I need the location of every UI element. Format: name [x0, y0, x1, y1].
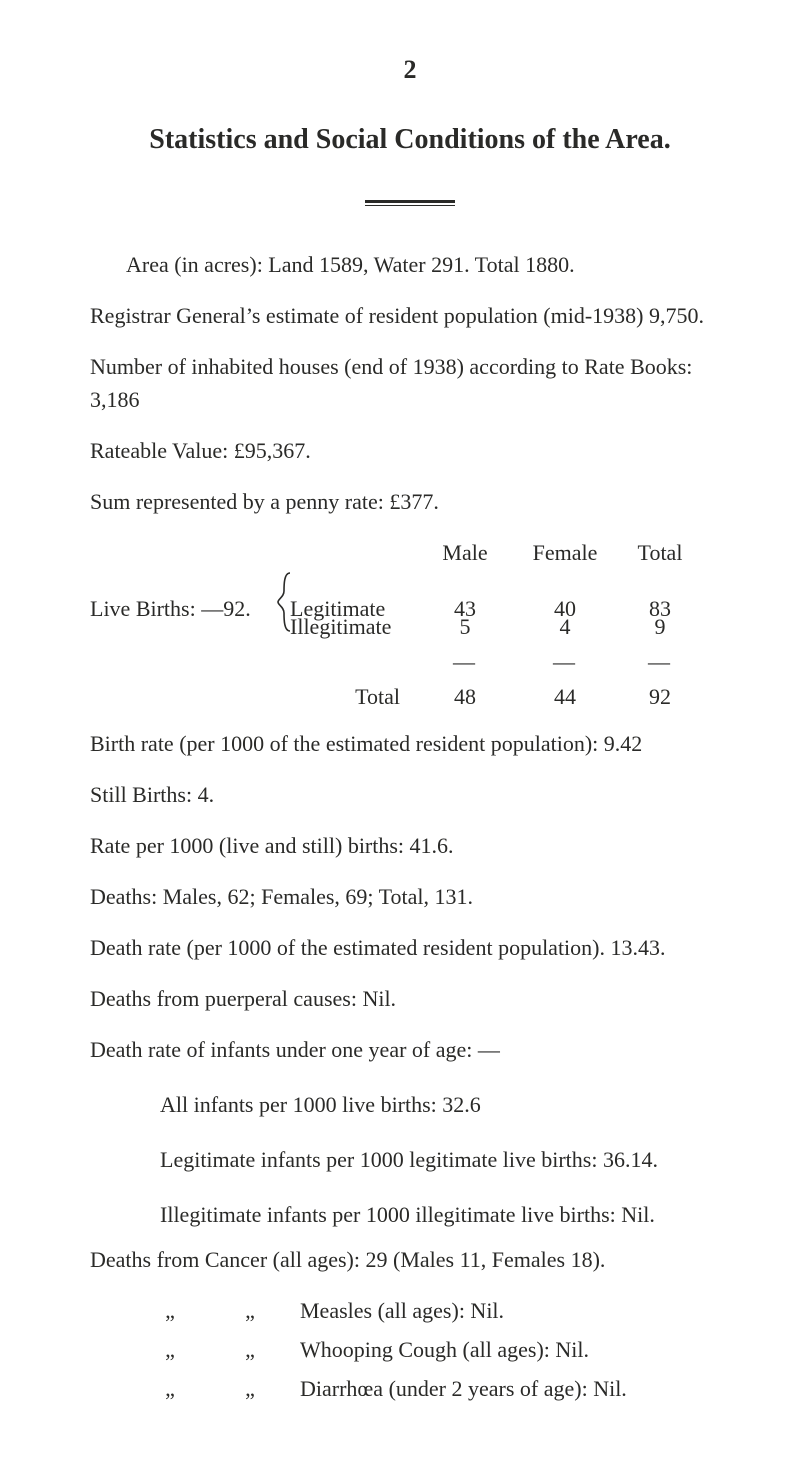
illegit-total: 9 — [620, 610, 700, 643]
infant-illegit-line: Illegitimate infants per 1000 illegitima… — [160, 1198, 730, 1231]
total-total: 92 — [620, 680, 700, 713]
main-title: Statistics and Social Conditions of the … — [90, 119, 730, 161]
ditto-icon: „ — [140, 1333, 200, 1366]
ditto-icon: „ — [140, 1372, 200, 1405]
still-births-line: Still Births: 4. — [90, 778, 730, 811]
births-total-row: Total 48 44 92 — [90, 680, 730, 713]
infant-legit-line: Legitimate infants per 1000 legitimate l… — [160, 1143, 730, 1176]
ditto-icon: „ — [220, 1372, 280, 1405]
rate-per-1000-line: Rate per 1000 (live and still) births: 4… — [90, 829, 730, 862]
rateable-line: Rateable Value: £95,367. — [90, 434, 730, 467]
total-label: Total — [290, 680, 420, 713]
document-page: 2 Statistics and Social Conditions of th… — [0, 0, 800, 1461]
puerperal-line: Deaths from puerperal causes: Nil. — [90, 982, 730, 1015]
registrar-line: Registrar General’s estimate of resident… — [90, 299, 730, 332]
measles-text: Measles (all ages): Nil. — [300, 1294, 730, 1327]
measles-row: „ „ Measles (all ages): Nil. — [140, 1294, 730, 1327]
col-header-male: Male — [420, 536, 510, 569]
births-dash-row: — — — — [90, 645, 730, 678]
births-table: Male Female Total Live Births: —92. Legi… — [90, 536, 730, 643]
infant-all-line: All infants per 1000 live births: 32.6 — [160, 1088, 730, 1121]
area-line: Area (in acres): Land 1589, Water 291. T… — [90, 248, 730, 281]
total-female: 44 — [510, 680, 620, 713]
ditto-icon: „ — [220, 1294, 280, 1327]
title-rule — [90, 179, 730, 212]
col-header-female: Female — [510, 536, 620, 569]
dash-icon: — — [620, 645, 700, 678]
col-header-total: Total — [620, 536, 700, 569]
diarrhoea-row: „ „ Diarrhœa (under 2 years of age): Nil… — [140, 1372, 730, 1405]
illegitimate-label: Illegitimate — [290, 610, 420, 643]
death-rate-line: Death rate (per 1000 of the estimated re… — [90, 931, 730, 964]
illegit-female: 4 — [510, 610, 620, 643]
total-male: 48 — [420, 680, 510, 713]
births-row-label: Live Births: —92. — [90, 573, 290, 643]
cancer-line: Deaths from Cancer (all ages): 29 (Males… — [90, 1243, 730, 1276]
birth-rate-line: Birth rate (per 1000 of the estimated re… — [90, 727, 730, 760]
dash-icon: — — [420, 645, 510, 678]
whooping-row: „ „ Whooping Cough (all ages): Nil. — [140, 1333, 730, 1366]
infant-header: Death rate of infants under one year of … — [90, 1033, 730, 1066]
dash-icon: — — [510, 645, 620, 678]
whooping-text: Whooping Cough (all ages): Nil. — [300, 1333, 730, 1366]
penny-rate-line: Sum represented by a penny rate: £377. — [90, 485, 730, 518]
ditto-icon: „ — [140, 1294, 200, 1327]
deaths-line: Deaths: Males, 62; Females, 69; Total, 1… — [90, 880, 730, 913]
ditto-icon: „ — [220, 1333, 280, 1366]
diarrhoea-text: Diarrhœa (under 2 years of age): Nil. — [300, 1372, 730, 1405]
illegit-male: 5 — [420, 610, 510, 643]
page-number: 2 — [90, 50, 730, 89]
live-births-label: Live Births: —92. — [90, 592, 251, 625]
brace-icon — [276, 571, 294, 633]
houses-line: Number of inhabited houses (end of 1938)… — [90, 350, 730, 416]
